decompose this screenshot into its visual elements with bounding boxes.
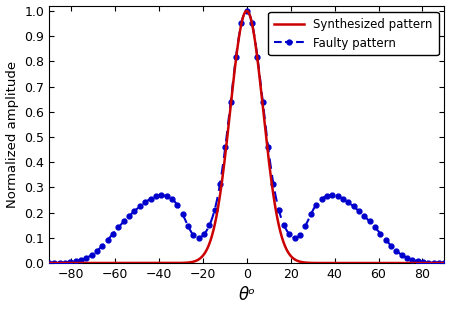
Y-axis label: Normalized amplitude: Normalized amplitude xyxy=(5,61,18,208)
Legend: Synthesized pattern, Faulty pattern: Synthesized pattern, Faulty pattern xyxy=(268,12,439,55)
X-axis label: θᵒ: θᵒ xyxy=(238,286,255,304)
